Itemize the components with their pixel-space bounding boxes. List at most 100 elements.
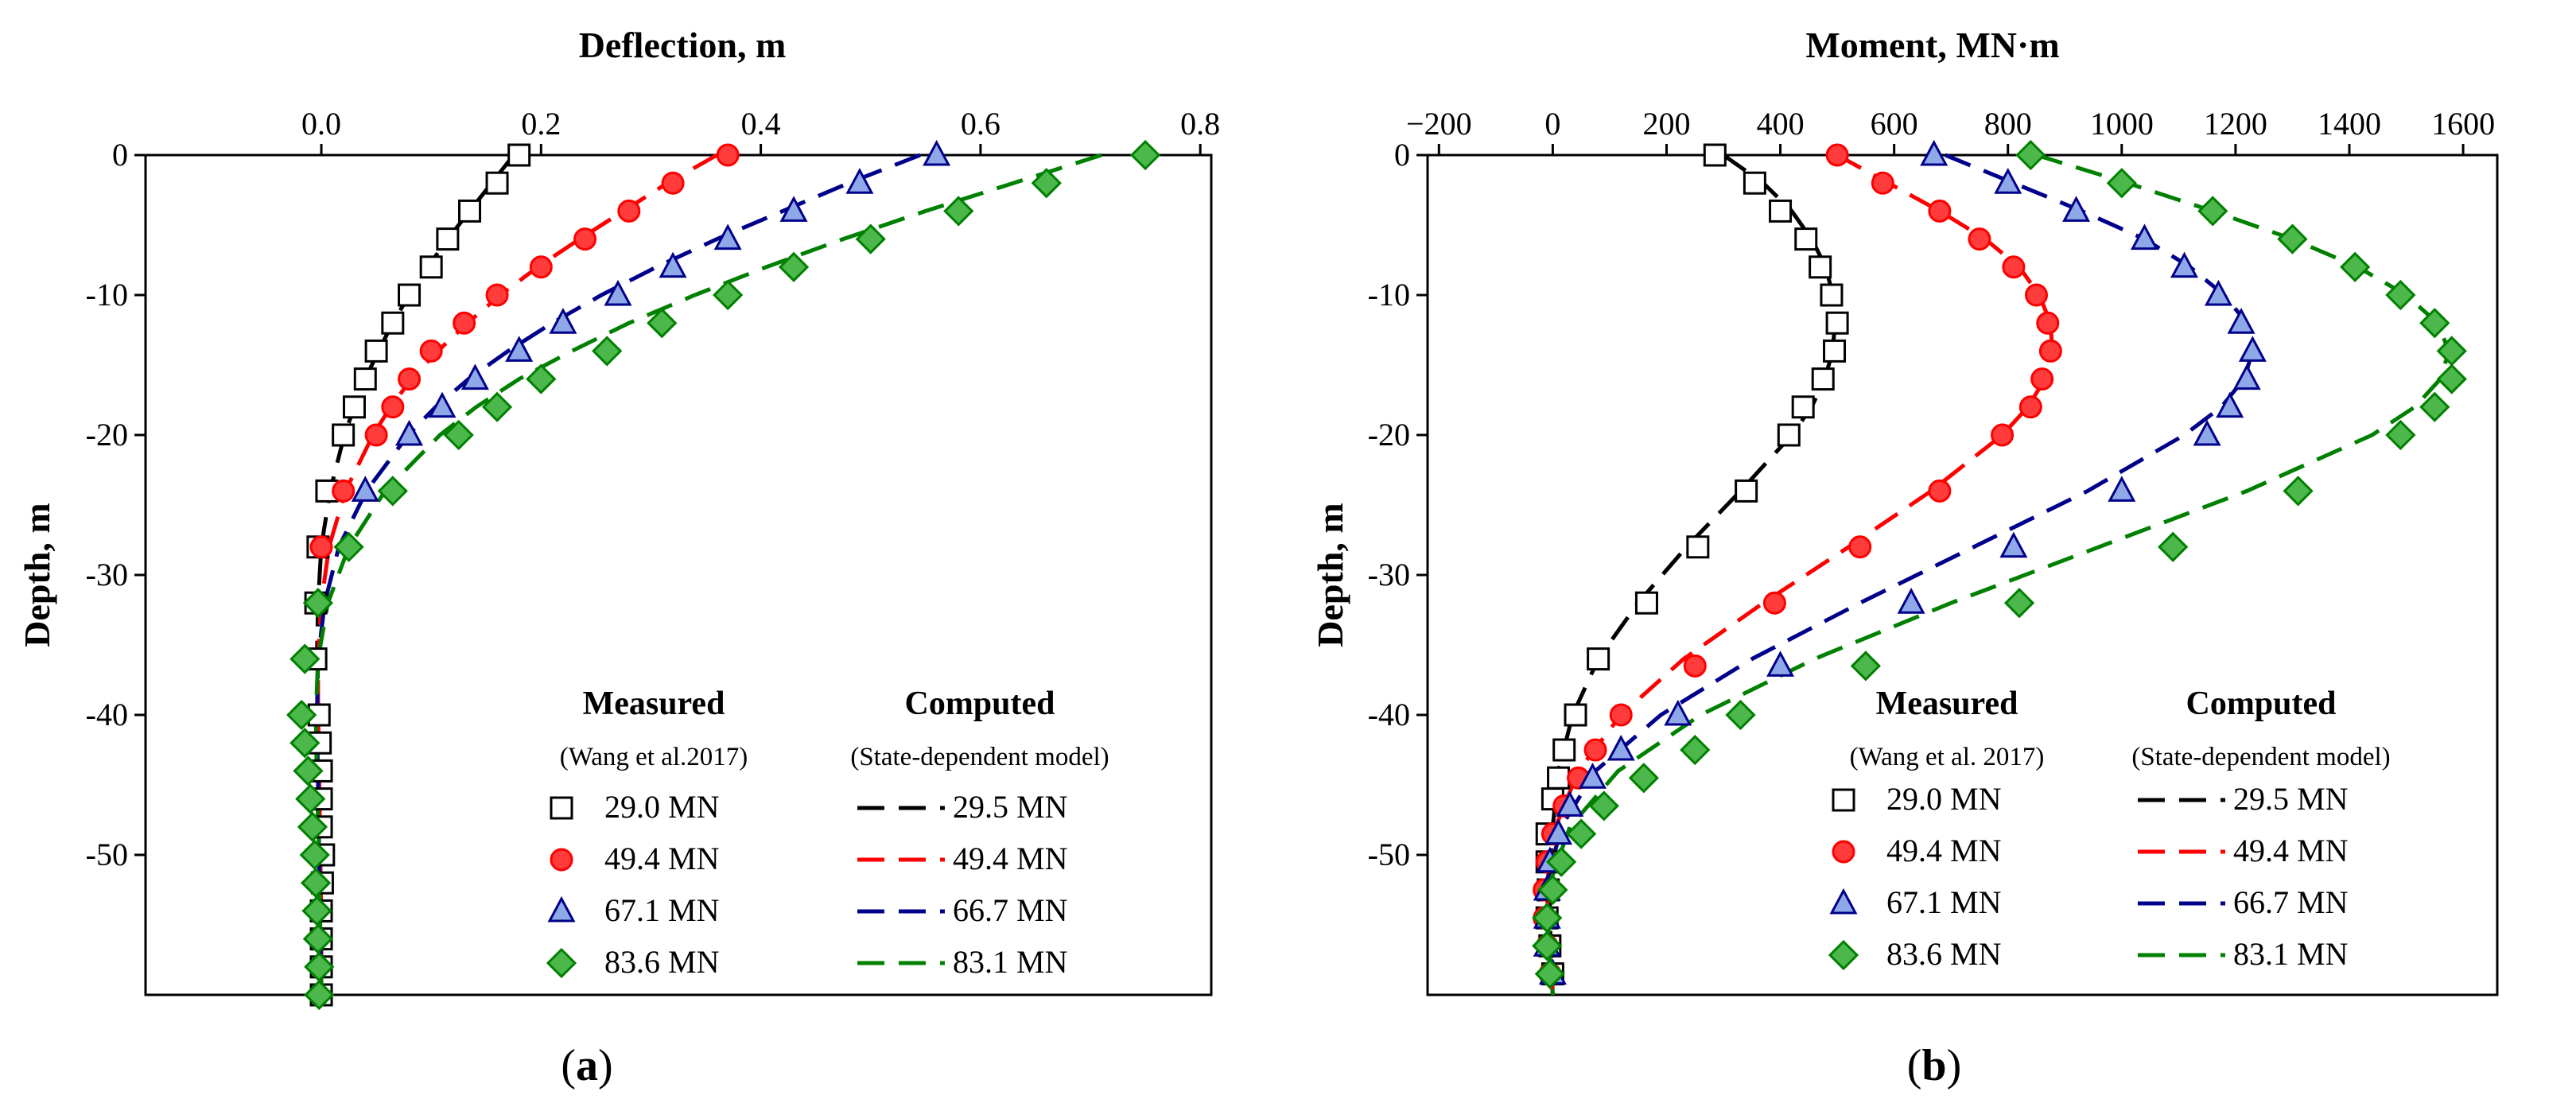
measured-point-83 — [286, 699, 317, 731]
x-tick-label: 0.8 — [1180, 106, 1220, 142]
measured-point-49 — [332, 479, 356, 503]
y-axis-title-a: Depth, m — [17, 503, 57, 647]
measured-point-29 — [1811, 367, 1835, 391]
measured-point-67 — [845, 168, 874, 194]
measured-point-29 — [1769, 199, 1793, 223]
measured-point-83 — [1566, 818, 1597, 849]
measured-point-49 — [529, 255, 553, 279]
legend-a: Measured (Wang et al.2017) Computed (Sta… — [546, 686, 1109, 980]
measured-point-83 — [2385, 279, 2416, 311]
measured-point-83 — [1588, 790, 1619, 822]
computed-line-83 — [1546, 153, 2451, 996]
legend-marker-29 — [550, 796, 573, 820]
y-tick-label: 0 — [112, 137, 128, 173]
legend-measured-label: 67.1 MN — [604, 892, 719, 928]
x-tick-label: 0.4 — [741, 106, 781, 142]
measured-point-29 — [419, 255, 443, 279]
x-tick-label: 1200 — [2204, 106, 2267, 142]
measured-point-67 — [2130, 223, 2158, 251]
x-tick-label: 0 — [1544, 106, 1560, 142]
measured-point-83 — [2106, 168, 2137, 199]
y-tick-label: -40 — [1368, 697, 1410, 732]
legend-marker-83 — [546, 947, 577, 979]
y-tick-label: -10 — [86, 277, 128, 313]
measured-markers-a — [286, 139, 1161, 1011]
legend-computed-label: 83.1 MN — [953, 944, 1067, 980]
measured-point-67 — [2170, 251, 2199, 278]
measured-point-49 — [2025, 283, 2049, 307]
computed-line-29 — [1547, 153, 1837, 996]
measured-point-83 — [2436, 363, 2467, 394]
legend-computed-label: 29.5 MN — [953, 789, 1067, 825]
legend-computed-title: Computed — [2186, 686, 2336, 722]
measured-point-83 — [1628, 763, 1659, 794]
measured-point-49 — [1968, 227, 1991, 251]
measured-point-29 — [1703, 143, 1727, 167]
legend-marker-67 — [547, 895, 576, 922]
y-axis-ticks-b: 0 -10 -20 -30 -40 -50 — [1368, 137, 1428, 872]
measured-point-49 — [716, 143, 740, 167]
measured-point-67 — [1556, 790, 1584, 817]
measured-point-29 — [1552, 738, 1576, 762]
legend-marker-29 — [1832, 788, 1855, 812]
legend-computed-title: Computed — [904, 686, 1055, 722]
measured-point-29 — [1564, 703, 1587, 727]
measured-point-49 — [1762, 591, 1786, 615]
measured-point-29 — [458, 199, 482, 223]
measured-point-29 — [1686, 535, 1710, 559]
measured-point-83 — [1680, 734, 1711, 766]
measured-point-67 — [779, 196, 808, 222]
measured-point-29 — [1735, 479, 1758, 503]
measured-point-29 — [398, 283, 422, 307]
measured-point-49 — [381, 395, 405, 419]
measured-point-29 — [1587, 647, 1610, 671]
measured-point-83 — [1129, 139, 1161, 171]
x-axis-ticks-b: −200 0 200 400 600 800 1000 1200 1400 1600 — [1406, 106, 2495, 155]
legend-computed-label: 83.1 MN — [2233, 936, 2348, 972]
measured-point-49 — [485, 283, 509, 307]
measured-point-29 — [1634, 591, 1658, 615]
measured-point-49 — [309, 535, 333, 559]
measured-point-83 — [1532, 930, 1563, 961]
panel-label-b: (b) — [1907, 1041, 1961, 1090]
measured-point-83 — [2197, 196, 2228, 227]
measured-point-83 — [304, 979, 335, 1011]
measured-point-49 — [2038, 339, 2062, 363]
measured-point-67 — [1999, 531, 2028, 558]
measured-point-67 — [713, 223, 742, 251]
measured-point-29 — [1825, 311, 1849, 335]
measured-point-67 — [2204, 279, 2232, 306]
measured-point-49 — [1825, 143, 1849, 167]
measured-point-67 — [549, 308, 577, 334]
measured-point-67 — [1766, 651, 1795, 677]
measured-point-67 — [1920, 139, 1949, 166]
measured-point-49 — [1609, 703, 1633, 727]
measured-point-83 — [526, 363, 557, 394]
measured-point-67 — [395, 419, 424, 446]
legend-measured-title: Measured — [1876, 686, 2018, 722]
legend-measured-label: 29.0 MN — [604, 789, 719, 825]
measured-point-29 — [381, 311, 405, 335]
measured-point-83 — [297, 811, 328, 842]
measured-point-29 — [364, 339, 388, 363]
measured-point-49 — [1991, 423, 2015, 447]
measured-point-83 — [2277, 223, 2308, 254]
legend-measured-label: 49.4 MN — [1886, 833, 2001, 868]
measured-point-67 — [1664, 699, 1692, 726]
y-tick-label: -50 — [86, 837, 128, 872]
legend-marker-49 — [1832, 840, 1855, 864]
measured-point-83 — [1031, 168, 1062, 199]
measured-point-83 — [302, 923, 334, 954]
measured-point-49 — [2030, 367, 2054, 391]
measured-point-49 — [2018, 395, 2042, 419]
measured-point-83 — [943, 196, 974, 227]
measured-point-83 — [1537, 874, 1568, 906]
measured-point-49 — [1583, 738, 1607, 762]
y-tick-label: -10 — [1368, 277, 1410, 313]
measured-point-83 — [713, 279, 744, 311]
computed-lines-b — [1544, 153, 2451, 996]
measured-point-29 — [332, 423, 356, 447]
measured-point-67 — [428, 391, 457, 418]
panel-label-a: (a) — [561, 1041, 612, 1090]
